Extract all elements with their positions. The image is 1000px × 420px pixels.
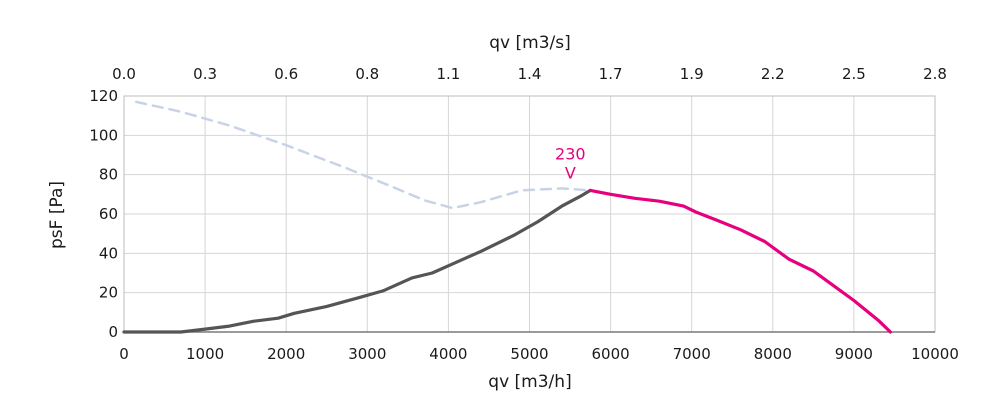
x-top-tick-label: 2.8 (923, 65, 947, 83)
x-tick-label: 2000 (267, 345, 305, 363)
tick-labels: 00.010000.320000.630000.840001.150001.46… (89, 65, 959, 363)
series-line-1 (122, 188, 592, 334)
y-tick-label: 20 (99, 284, 118, 302)
x-top-tick-label: 1.9 (680, 65, 704, 83)
y-tick-label: 60 (99, 205, 118, 223)
x-tick-label: 4000 (429, 345, 467, 363)
x-top-tick-label: 0.3 (193, 65, 217, 83)
series-line-2 (588, 188, 893, 334)
x-top-tick-label: 1.7 (599, 65, 623, 83)
series-lines (122, 100, 893, 334)
x-tick-label: 7000 (673, 345, 711, 363)
x-axis-bottom-title: qv [m3/h] (488, 372, 571, 392)
x-tick-label: 3000 (348, 345, 386, 363)
x-top-tick-label: 0.8 (355, 65, 379, 83)
y-tick-label: 40 (99, 244, 118, 262)
y-tick-label: 80 (99, 166, 118, 184)
x-tick-label: 6000 (592, 345, 630, 363)
x-top-tick-label: 0.0 (112, 65, 136, 83)
y-tick-label: 100 (89, 126, 118, 144)
x-top-tick-label: 1.4 (518, 65, 542, 83)
annotation-label: 230 (555, 144, 586, 163)
annotation-marker: V (565, 163, 576, 182)
y-axis-title: psF [Pa] (47, 181, 67, 249)
x-top-tick-label: 2.2 (761, 65, 785, 83)
x-tick-label: 5000 (510, 345, 548, 363)
grid (123, 95, 936, 333)
x-tick-label: 9000 (835, 345, 873, 363)
x-tick-label: 10000 (911, 345, 959, 363)
x-axis-top-title: qv [m3/s] (489, 33, 570, 53)
x-tick-label: 0 (119, 345, 129, 363)
x-tick-label: 8000 (754, 345, 792, 363)
y-tick-label: 120 (89, 87, 118, 105)
series-line-0 (134, 100, 592, 210)
annotation: 230 V (555, 144, 586, 182)
x-top-tick-label: 1.1 (436, 65, 460, 83)
y-tick-label: 0 (108, 323, 118, 341)
x-tick-label: 1000 (186, 345, 224, 363)
x-top-tick-label: 0.6 (274, 65, 298, 83)
x-top-tick-label: 2.5 (842, 65, 866, 83)
